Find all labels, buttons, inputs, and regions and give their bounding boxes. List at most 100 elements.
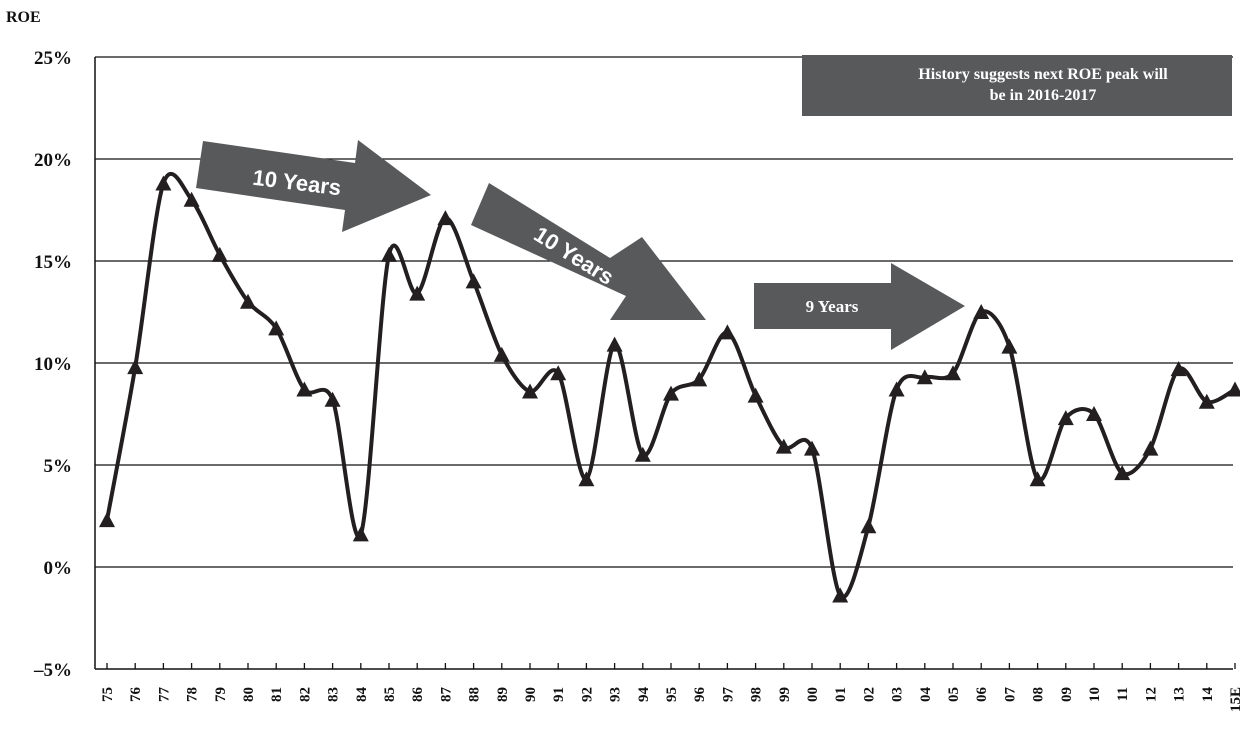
x-tick-label: 86: [410, 687, 426, 703]
data-point-marker: [1114, 465, 1131, 481]
x-tick-label: 09: [1059, 687, 1075, 702]
y-tick-label: 15%: [34, 252, 72, 273]
x-tick-label: 13: [1172, 687, 1188, 702]
x-tick-label: 08: [1031, 687, 1047, 702]
x-tick-label: 87: [438, 687, 454, 703]
x-tick-label: 98: [749, 687, 765, 702]
x-tick-label: 75: [100, 687, 116, 702]
roe-series-line: [105, 172, 1236, 600]
arrow-shape: [196, 140, 431, 232]
x-tick-label: 96: [692, 687, 708, 703]
x-tick-label: 04: [918, 687, 934, 703]
data-point-marker: [775, 438, 792, 454]
x-tick-label: 81: [269, 687, 285, 702]
data-point-marker: [381, 246, 397, 262]
data-point-marker: [1086, 406, 1102, 421]
x-tick-label: 00: [805, 687, 821, 702]
data-point-marker: [409, 285, 426, 301]
data-point-marker: [324, 391, 341, 407]
data-point-marker: [1029, 471, 1046, 487]
note-line-1: History suggests next ROE peak will: [918, 66, 1168, 83]
x-tick-label: 97: [720, 687, 736, 703]
note-line-2: be in 2016-2017: [990, 87, 1097, 104]
x-tick-label: 03: [890, 687, 906, 702]
data-point-marker: [522, 383, 538, 399]
data-point-marker: [1170, 361, 1187, 377]
data-point-marker: [127, 359, 144, 375]
x-tick-label: 76: [128, 687, 144, 703]
axes: [94, 57, 1236, 670]
x-tick-label: 77: [156, 687, 172, 703]
x-tick-label: 11: [1115, 687, 1131, 701]
data-point-marker: [691, 371, 708, 387]
y-tick-label: 0%: [44, 558, 73, 579]
x-tick-label: 80: [241, 687, 257, 702]
data-point-marker: [155, 175, 172, 191]
x-tick-label: 79: [213, 687, 229, 702]
x-tick-labels: 75 76 77 78 79 80 81 82 83 84 85 86 87 88 89 90 91 92 93 94…: [100, 687, 1240, 713]
y-tick-labels: 25% 20% 15% 10% 5% 0% –5%: [33, 48, 72, 681]
x-tick-label: 93: [608, 687, 624, 702]
data-point-marker: [550, 365, 567, 381]
period-arrow: 10 Years: [471, 183, 706, 320]
x-tick-label: 95: [664, 687, 680, 702]
x-tick-label: 06: [974, 687, 990, 703]
x-tick-label: 91: [551, 687, 567, 702]
data-point-marker: [268, 320, 285, 336]
data-point-marker: [832, 587, 849, 603]
y-tick-label: 25%: [34, 48, 72, 69]
data-point-marker: [1227, 381, 1240, 397]
data-point-marker: [973, 304, 990, 319]
data-point-marker: [663, 385, 679, 401]
annotation-arrows: 10 Years 10 Years 9 Years: [196, 140, 965, 350]
series-line: [105, 172, 1236, 600]
x-tick-label: 78: [185, 687, 201, 702]
data-point-marker: [99, 512, 115, 528]
period-arrow: 9 Years: [754, 263, 965, 350]
data-point-marker: [719, 324, 736, 340]
y-tick-label: 20%: [34, 150, 72, 171]
data-point-marker: [634, 446, 651, 462]
x-tick-label: 12: [1143, 687, 1159, 702]
data-point-marker: [211, 246, 228, 262]
x-tick-label: 02: [861, 687, 877, 702]
data-point-marker: [183, 191, 200, 207]
y-axis-label: ROE: [6, 9, 41, 26]
x-tick-label: 82: [297, 687, 313, 702]
arrow-shape: [471, 183, 706, 320]
data-point-marker: [296, 381, 313, 397]
data-point-marker: [493, 346, 510, 362]
data-point-marker: [606, 336, 623, 352]
x-tick-label: 10: [1087, 687, 1103, 702]
data-point-marker: [437, 210, 454, 226]
data-point-marker: [860, 518, 877, 534]
x-tick-label: 94: [636, 687, 652, 703]
x-tick-label: 14: [1200, 687, 1216, 703]
data-point-marker: [465, 273, 482, 289]
x-tick-label: 89: [495, 687, 511, 702]
period-arrow: 10 Years: [196, 140, 431, 232]
x-tick-label: 15E: [1228, 687, 1240, 712]
data-point-marker: [352, 526, 369, 542]
x-tick-label: 07: [1002, 687, 1018, 703]
data-point-marker: [916, 369, 933, 385]
data-point-marker: [578, 471, 595, 487]
data-point-marker: [1142, 440, 1159, 456]
x-tick-label: 83: [326, 687, 342, 702]
note-box: History suggests next ROE peak will be i…: [802, 55, 1232, 116]
data-point-marker: [747, 387, 764, 403]
x-tick-label: 92: [579, 687, 595, 702]
data-point-marker: [888, 381, 905, 397]
x-tick-label: 85: [382, 687, 398, 702]
x-tick-label: 90: [523, 687, 539, 702]
data-point-marker: [240, 293, 256, 309]
y-tick-label: 10%: [34, 354, 72, 375]
x-tick-label: 99: [777, 687, 793, 702]
data-markers: [99, 175, 1240, 603]
arrow-shape: [754, 263, 965, 350]
arrow-label: 9 Years: [806, 297, 859, 316]
data-point-marker: [1057, 410, 1074, 426]
data-point-marker: [945, 365, 961, 381]
